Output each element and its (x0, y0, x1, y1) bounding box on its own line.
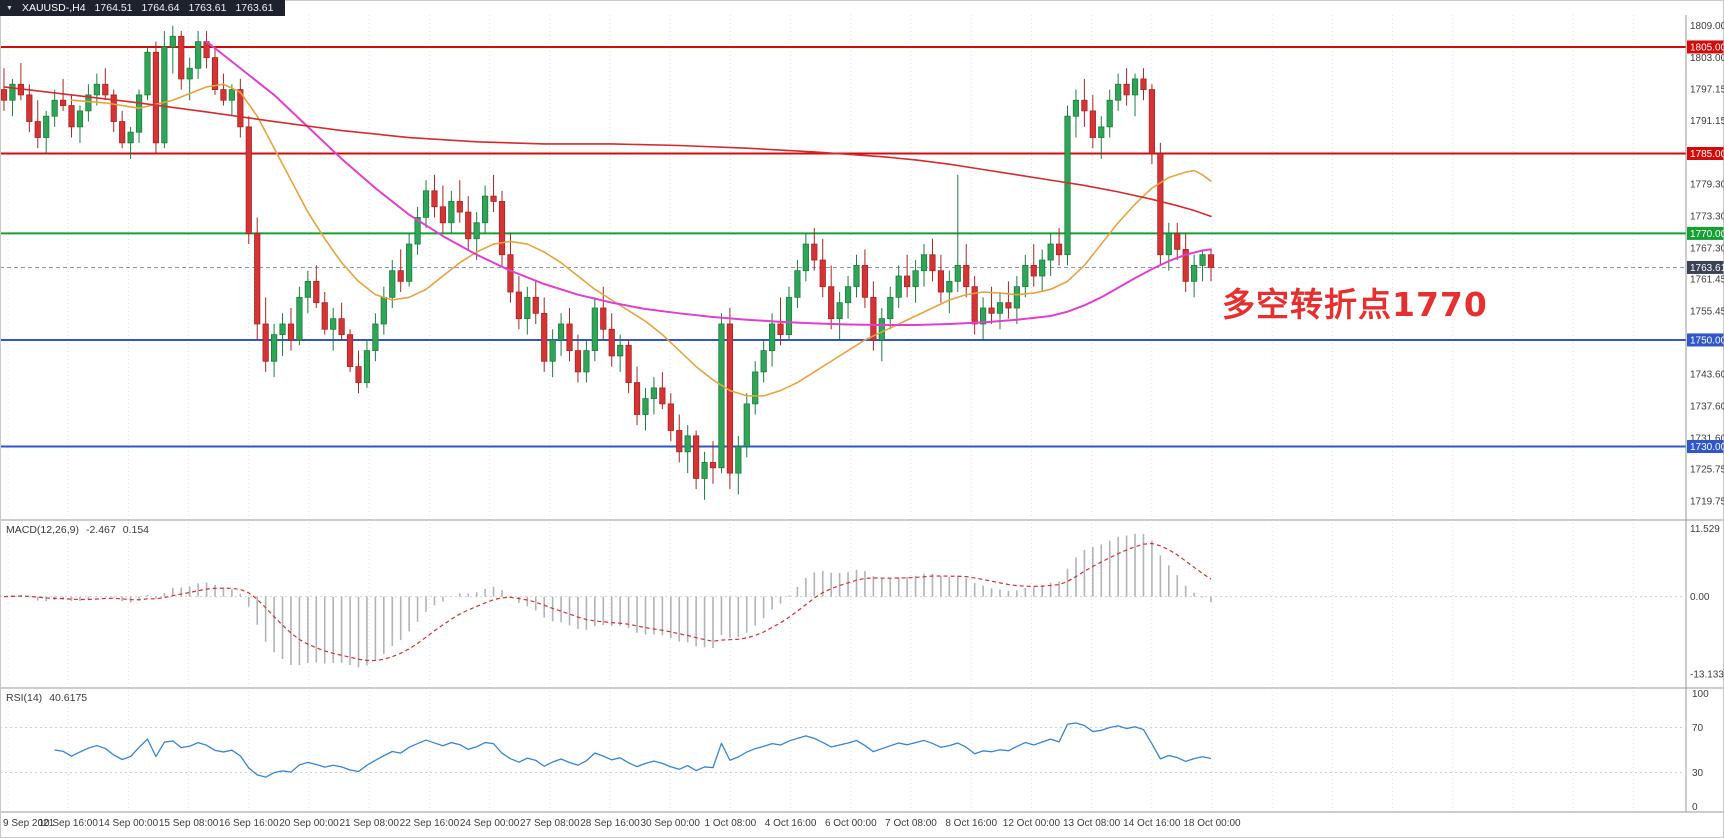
svg-text:14 Oct 16:00: 14 Oct 16:00 (1123, 818, 1181, 829)
symbol-dropdown-icon[interactable]: ▼ (6, 4, 13, 12)
svg-text:6 Oct 00:00: 6 Oct 00:00 (825, 818, 877, 829)
svg-text:1770.00: 1770.00 (1690, 229, 1724, 240)
svg-text:1809.00: 1809.00 (1690, 21, 1724, 32)
svg-text:1805.00: 1805.00 (1690, 42, 1724, 53)
svg-text:1767.30: 1767.30 (1690, 243, 1724, 254)
svg-text:1755.45: 1755.45 (1690, 306, 1724, 317)
candles-layer[interactable] (0, 25, 1215, 500)
symbol-title: XAUUSD-,H4 (21, 2, 86, 14)
ohlc-close: 1763.61 (235, 2, 274, 14)
svg-text:15 Sep 08:00: 15 Sep 08:00 (159, 818, 219, 829)
rsi-name: RSI(14) (6, 692, 43, 704)
svg-text:1725.75: 1725.75 (1690, 465, 1724, 476)
rsi-panel[interactable]: 100 70 30 0 (0, 689, 1709, 813)
ohlc-low: 1763.61 (188, 2, 227, 14)
macd-panel[interactable]: 11.529 0.00 -13.133 (0, 524, 1724, 681)
svg-text:24 Sep 00:00: 24 Sep 00:00 (460, 818, 520, 829)
macd-signal-value: 0.154 (122, 524, 150, 536)
svg-text:1763.61: 1763.61 (1690, 263, 1724, 274)
svg-text:1737.60: 1737.60 (1690, 402, 1724, 413)
svg-text:28 Sep 16:00: 28 Sep 16:00 (580, 818, 640, 829)
svg-text:1750.00: 1750.00 (1690, 335, 1724, 346)
svg-text:11.529: 11.529 (1690, 524, 1720, 535)
svg-text:1730.00: 1730.00 (1690, 442, 1724, 453)
macd-signal-line (3, 542, 1212, 662)
chart-annotation: 多空转折点1770 (1222, 285, 1488, 324)
svg-text:1803.00: 1803.00 (1690, 53, 1724, 64)
macd-main-value: -2.467 (85, 524, 116, 536)
ohlc-open: 1764.51 (94, 2, 133, 14)
svg-text:13 Oct 08:00: 13 Oct 08:00 (1063, 818, 1121, 829)
svg-text:14 Sep 00:00: 14 Sep 00:00 (99, 818, 159, 829)
svg-text:20 Sep 00:00: 20 Sep 00:00 (279, 818, 339, 829)
svg-text:30: 30 (1692, 768, 1704, 779)
svg-text:27 Sep 08:00: 27 Sep 08:00 (520, 818, 580, 829)
ma-long-red (3, 86, 1212, 218)
svg-text:70: 70 (1692, 723, 1704, 734)
symbol-info-bar[interactable]: ▼ XAUUSD-,H4 1764.51 1764.64 1763.61 176… (0, 0, 286, 16)
rsi-value: 40.6175 (49, 692, 88, 704)
macd-name: MACD(12,26,9) (6, 524, 79, 536)
svg-text:1797.15: 1797.15 (1690, 84, 1724, 95)
rsi-line (54, 722, 1212, 778)
svg-text:9 Sep 2021: 9 Sep 2021 (3, 818, 55, 829)
svg-text:4 Oct 16:00: 4 Oct 16:00 (765, 818, 817, 829)
ma-slow-magenta (205, 40, 1212, 327)
ma-medium-orange (70, 83, 1212, 397)
svg-text:1 Oct 08:00: 1 Oct 08:00 (705, 818, 757, 829)
svg-text:10 Sep 16:00: 10 Sep 16:00 (38, 818, 98, 829)
svg-text:21 Sep 08:00: 21 Sep 08:00 (339, 818, 399, 829)
svg-text:0: 0 (1692, 802, 1698, 813)
svg-text:16 Sep 16:00: 16 Sep 16:00 (219, 818, 279, 829)
svg-text:7 Oct 08:00: 7 Oct 08:00 (885, 818, 937, 829)
svg-text:1731.60: 1731.60 (1690, 433, 1724, 444)
svg-text:12 Oct 00:00: 12 Oct 00:00 (1003, 818, 1061, 829)
svg-text:18 Oct 00:00: 18 Oct 00:00 (1183, 818, 1241, 829)
svg-text:8 Oct 16:00: 8 Oct 16:00 (945, 818, 997, 829)
macd-indicator-label: MACD(12,26,9) -2.467 0.154 (6, 524, 149, 536)
svg-text:1773.30: 1773.30 (1690, 211, 1724, 222)
svg-text:1785.00: 1785.00 (1690, 149, 1724, 160)
ohlc-high: 1764.64 (141, 2, 180, 14)
price-axis[interactable]: 1809.001803.001797.151791.151785.301779.… (1687, 21, 1724, 508)
svg-text:-13.133: -13.133 (1690, 670, 1724, 681)
moving-averages-layer (3, 40, 1212, 397)
svg-text:22 Sep 16:00: 22 Sep 16:00 (400, 818, 460, 829)
svg-text:100: 100 (1692, 689, 1709, 700)
hline-layer[interactable] (0, 45, 1686, 448)
rsi-indicator-label: RSI(14) 40.6175 (6, 692, 87, 704)
svg-text:1761.45: 1761.45 (1690, 274, 1724, 285)
svg-text:1779.30: 1779.30 (1690, 179, 1724, 190)
svg-text:0.00: 0.00 (1690, 592, 1710, 603)
svg-text:30 Sep 00:00: 30 Sep 00:00 (640, 818, 700, 829)
svg-text:1791.15: 1791.15 (1690, 116, 1724, 127)
svg-text:1743.60: 1743.60 (1690, 370, 1724, 381)
svg-text:1719.75: 1719.75 (1690, 497, 1724, 508)
